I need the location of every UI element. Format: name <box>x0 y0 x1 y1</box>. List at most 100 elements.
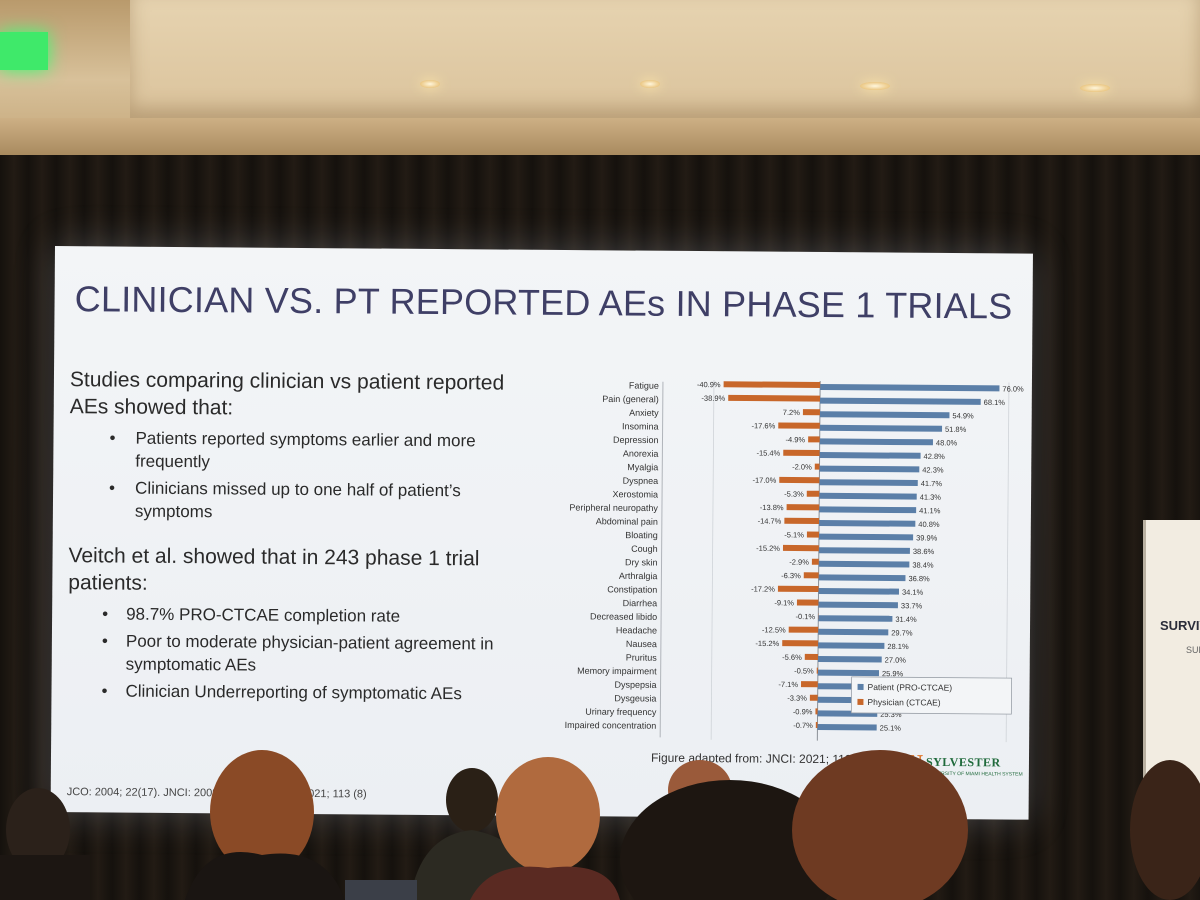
category-label: Arthralgia <box>619 571 658 581</box>
category-label: Memory impairment <box>577 666 657 677</box>
physician-bar <box>815 721 818 729</box>
category-label: Cough <box>631 544 658 554</box>
physician-bar <box>723 381 821 389</box>
physician-value-label: -14.7% <box>758 517 782 526</box>
physician-bar <box>804 653 819 661</box>
category-label: Dyspnea <box>623 476 659 486</box>
physician-value-label: -15.2% <box>755 639 779 648</box>
patient-bar <box>818 601 898 609</box>
legend-label: Patient (PRO-CTCAE) <box>868 682 953 693</box>
patient-value-label: 27.0% <box>885 656 907 665</box>
patient-bar <box>819 411 950 419</box>
category-label: Nausea <box>626 639 657 649</box>
physician-value-label: -4.9% <box>786 435 806 444</box>
physician-value-label: -5.1% <box>784 530 804 539</box>
category-label: Constipation <box>607 584 657 594</box>
physician-bar <box>811 558 819 565</box>
physician-value-label: -17.0% <box>752 476 776 485</box>
bullet-item: 98.7% PRO-CTCAE completion rate <box>68 602 508 628</box>
physician-bar <box>788 626 819 633</box>
physician-bar <box>808 436 820 443</box>
ceiling-light <box>420 80 440 88</box>
category-label: Decreased libido <box>590 611 657 622</box>
physician-value-label: -12.5% <box>762 625 786 634</box>
slide-title: CLINICIAN VS. PT REPORTED AEs IN PHASE 1… <box>74 278 1013 327</box>
patient-value-label: 25.3% <box>880 710 902 719</box>
patient-value-label: 38.4% <box>912 561 934 570</box>
category-label: Fatigue <box>629 381 659 391</box>
patient-value-label: 48.0% <box>936 438 958 447</box>
patient-value-label: 76.0% <box>1002 384 1024 393</box>
category-label: Dry skin <box>625 557 658 567</box>
exit-sign <box>0 32 48 70</box>
patient-bar <box>819 492 917 500</box>
bullet-item: Patients reported symptoms earlier and m… <box>69 426 509 475</box>
patient-bar <box>819 506 917 514</box>
physician-bar <box>806 531 819 538</box>
category-label: Diarrhea <box>623 598 658 608</box>
physician-value-label: -0.1% <box>795 612 815 621</box>
patient-value-label: 41.1% <box>919 506 941 515</box>
patient-value-label: 41.7% <box>921 479 943 488</box>
patient-value-label: 68.1% <box>984 398 1006 407</box>
physician-bar <box>783 449 820 457</box>
category-label: Depression <box>613 435 659 445</box>
physician-value-label: -15.2% <box>756 544 780 553</box>
physician-bar <box>815 708 818 715</box>
category-label: Impaired concentration <box>565 720 657 731</box>
category-label: Insomina <box>622 421 659 431</box>
physician-bar <box>782 544 819 552</box>
physician-value-label: -2.0% <box>792 462 812 471</box>
patient-bar <box>818 588 900 595</box>
patient-bar <box>817 669 880 677</box>
physician-value-label: -9.1% <box>774 598 794 607</box>
category-label: Bloating <box>625 530 658 540</box>
ceiling-panel <box>130 0 1200 124</box>
sylvester-logo: U SYLVESTER UNIVERSITY OF MIAMI HEALTH S… <box>906 751 1023 784</box>
ceiling-light <box>1080 84 1110 92</box>
patient-bar <box>819 397 981 405</box>
patient-value-label: 25.1% <box>880 723 902 732</box>
physician-bar <box>784 517 820 525</box>
patient-value-label: 41.3% <box>920 493 942 502</box>
physician-value-label: -15.4% <box>756 449 780 458</box>
physician-value-label: -13.8% <box>760 503 784 512</box>
patient-value-label: 29.7% <box>891 628 913 637</box>
side-banner-subtext: SUP <box>1186 645 1200 655</box>
patient-value-label: 39.9% <box>916 533 938 542</box>
patient-bar <box>818 615 893 622</box>
category-label: Anorexia <box>623 448 659 458</box>
physician-value-label: 7.2% <box>783 408 800 417</box>
patient-bar <box>819 452 921 459</box>
physician-value-label: -0.9% <box>793 707 813 716</box>
patient-bar <box>818 642 885 649</box>
physician-value-label: -2.9% <box>789 558 809 567</box>
bullet-item: Poor to moderate physician-patient agree… <box>68 629 508 678</box>
patient-value-label: 51.8% <box>945 425 967 434</box>
physician-value-label: -0.5% <box>794 666 814 675</box>
legend-swatch <box>857 683 864 690</box>
patient-value-label: 28.1% <box>887 642 909 651</box>
physician-bar <box>777 585 819 593</box>
patient-value-label: 34.1% <box>902 588 924 597</box>
physician-bar <box>814 463 820 470</box>
physician-bar <box>803 572 819 579</box>
patient-value-label: 40.8% <box>918 520 940 529</box>
patient-bar <box>819 479 918 486</box>
physician-bar <box>809 694 818 701</box>
patient-value-label: 54.9% <box>952 411 974 420</box>
patient-bar <box>819 520 916 527</box>
physician-bar <box>802 409 820 416</box>
physician-bar <box>778 422 820 429</box>
physician-value-label: -0.7% <box>793 721 813 730</box>
physician-value-label: -17.2% <box>751 584 775 593</box>
patient-bar <box>820 384 1000 392</box>
physician-bar <box>786 504 820 511</box>
label-axis-line <box>659 381 664 738</box>
patient-bar <box>818 574 906 582</box>
side-banner: SURVIV SUP <box>1143 520 1200 800</box>
physician-value-label: -3.3% <box>787 694 807 703</box>
category-label: Abdominal pain <box>596 516 658 526</box>
logo-tagline: UNIVERSITY OF MIAMI HEALTH SYSTEM <box>925 770 1023 778</box>
physician-bar <box>816 667 818 674</box>
